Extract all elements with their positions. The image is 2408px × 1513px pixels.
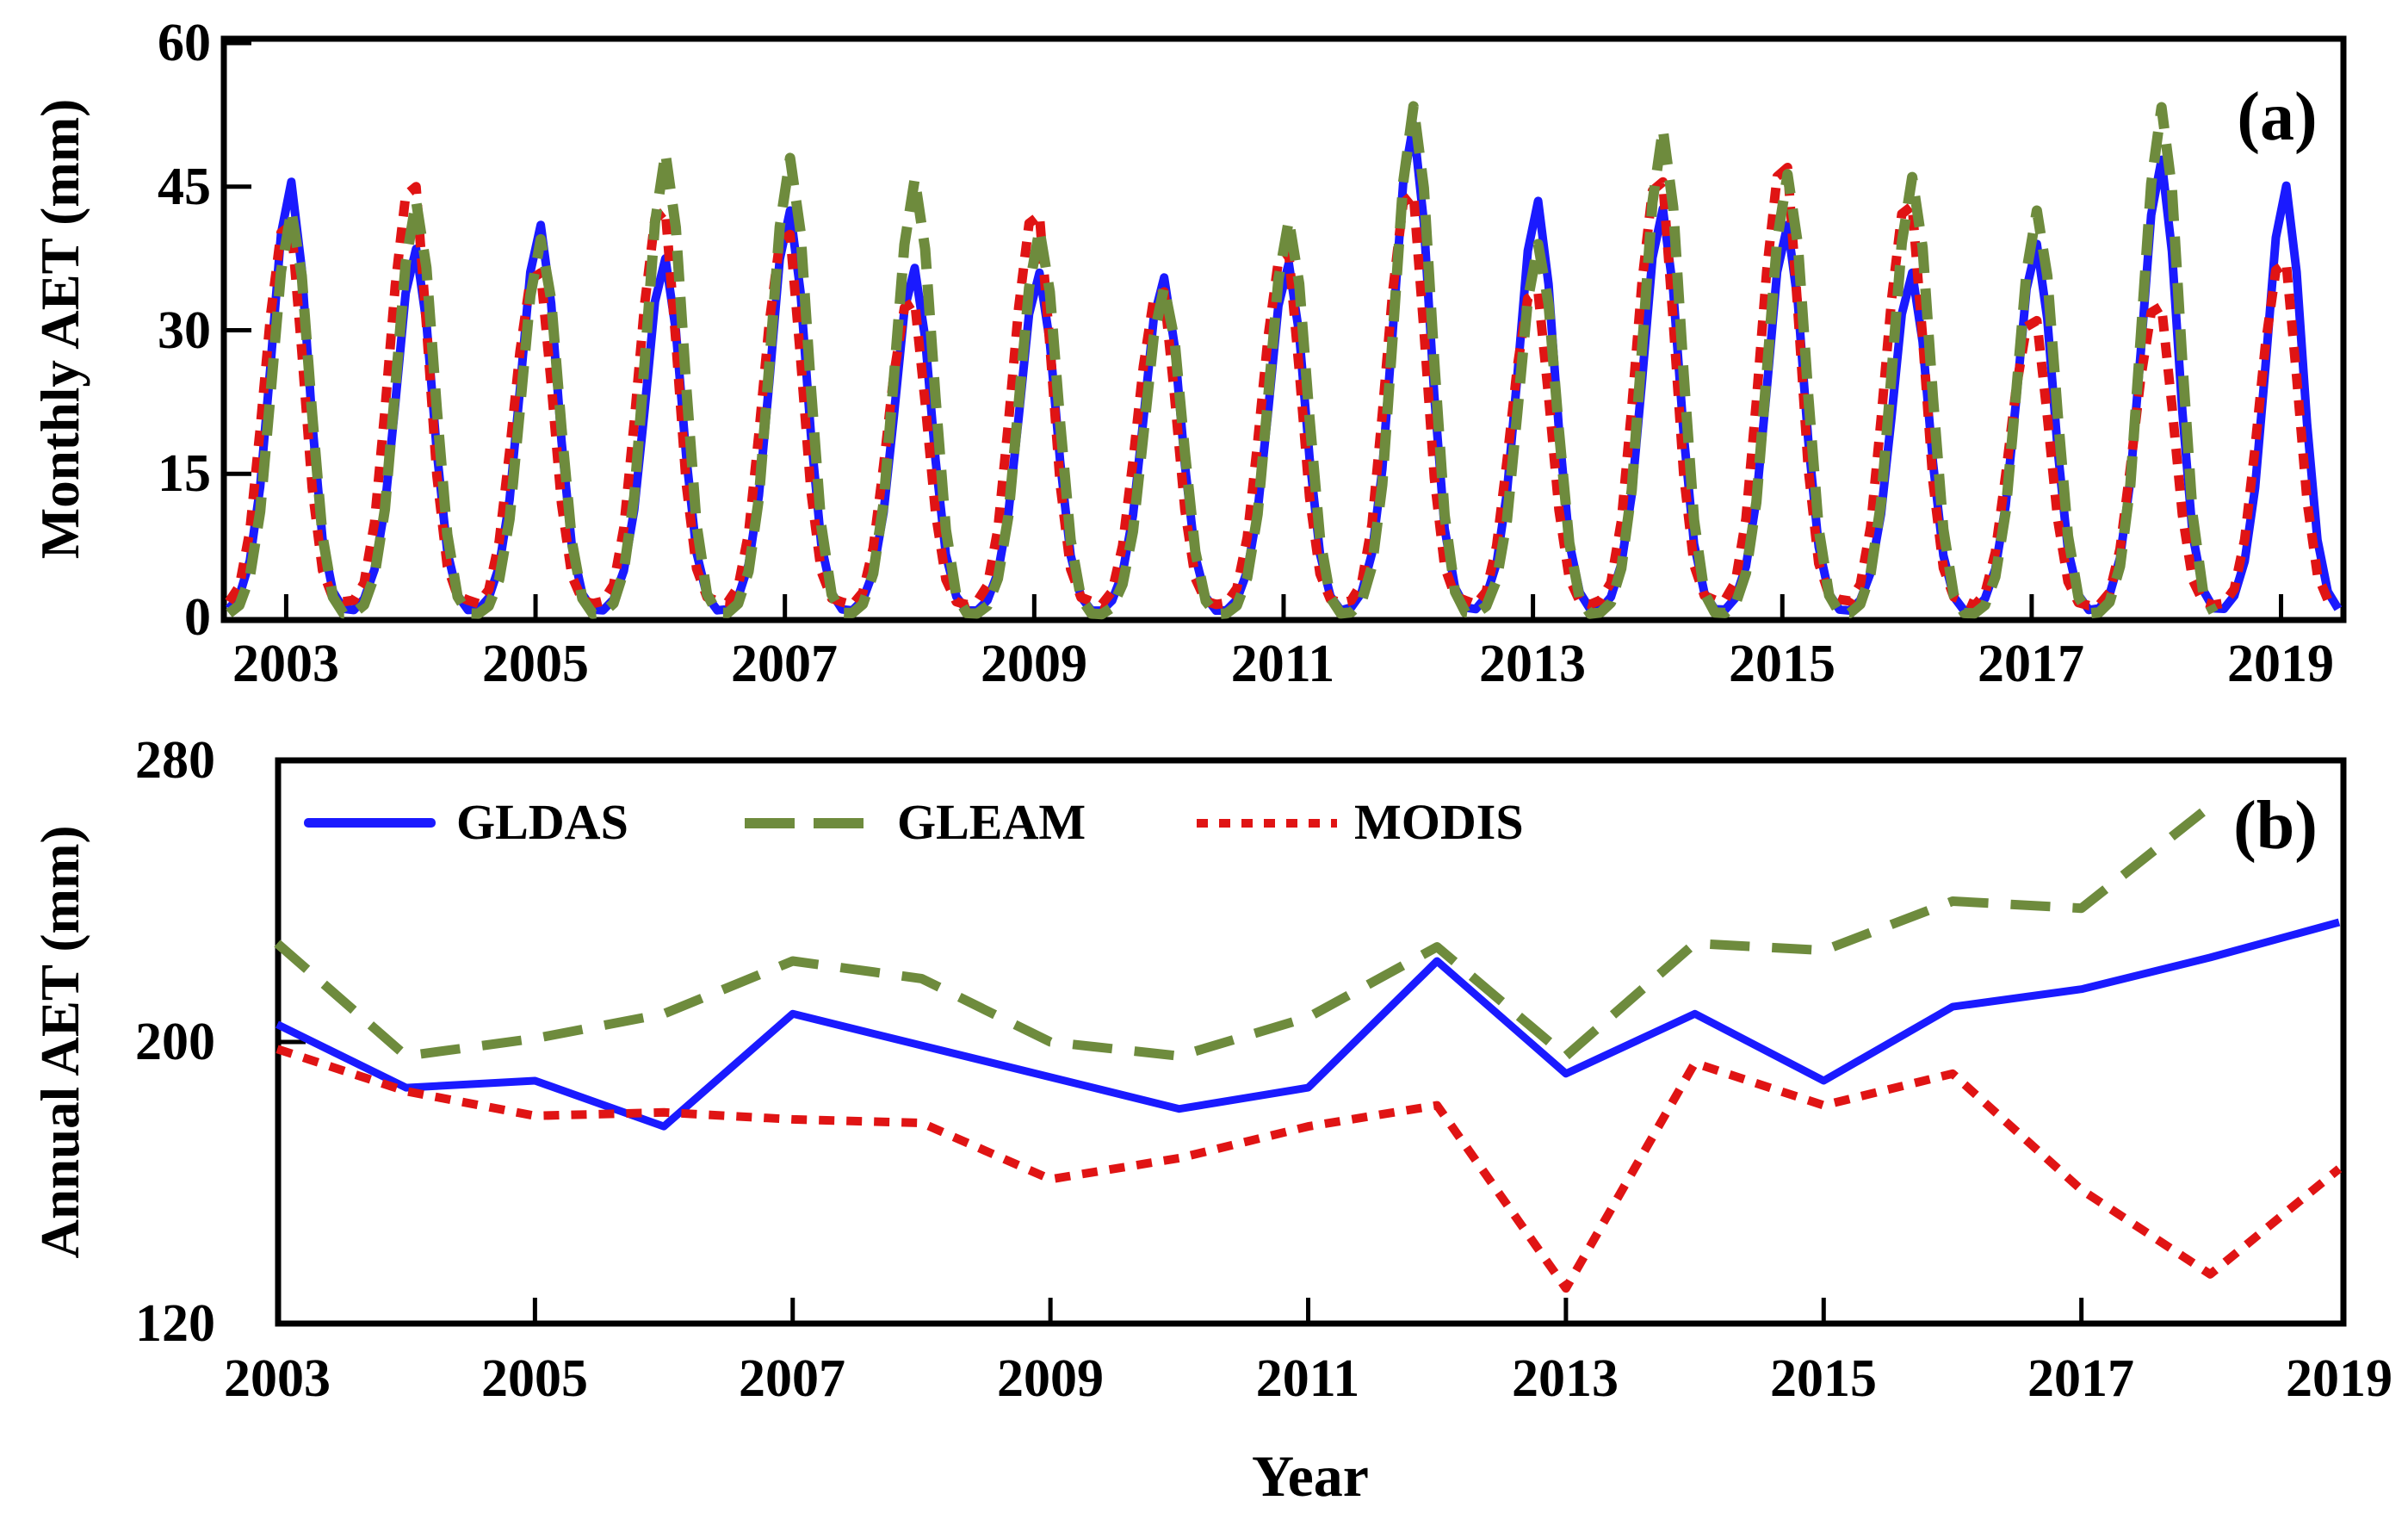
x-axis-title: Year	[1252, 1443, 1369, 1509]
a-xtick-2013: 2013	[1479, 635, 1586, 693]
a-xtick-2007: 2007	[731, 635, 838, 693]
legend-modis-label: MODIS	[1354, 794, 1524, 850]
gleam-monthly-line	[226, 101, 2219, 620]
a-xtick-2005: 2005	[482, 635, 589, 693]
legend-gleam-line-swatch	[745, 818, 865, 828]
b-xtick-2003: 2003	[224, 1349, 331, 1408]
panel-b-tag: (b)	[2233, 788, 2318, 864]
b-xtick-2007: 2007	[739, 1349, 845, 1408]
a-ytick-15: 15	[158, 444, 211, 503]
a-y-axis-title: Monthly AET (mm)	[30, 98, 90, 560]
b-xtick-2013: 2013	[1512, 1349, 1619, 1408]
a-ytick-0: 0	[184, 588, 211, 647]
b-y-axis-title: Annual AET (mm)	[30, 825, 90, 1259]
a-xtick-2003: 2003	[232, 635, 339, 693]
b-ytick-280: 280	[135, 731, 215, 790]
legend-modis-line-swatch	[1197, 819, 1337, 828]
b-ytick-200: 200	[135, 1013, 215, 1071]
legend-gldas-line-swatch	[304, 818, 436, 828]
b-ytick-120: 120	[135, 1294, 215, 1353]
a-xtick-2019: 2019	[2227, 635, 2334, 693]
a-ytick-30: 30	[158, 301, 211, 360]
panel-a-tag: (a)	[2237, 79, 2318, 155]
b-xtick-2005: 2005	[481, 1349, 588, 1408]
b-xtick-2019: 2019	[2286, 1349, 2393, 1408]
b-xtick-2015: 2015	[1770, 1349, 1877, 1408]
b-xtick-2017: 2017	[2027, 1349, 2134, 1408]
a-ytick-60: 60	[158, 14, 211, 72]
b-xtick-2011: 2011	[1255, 1349, 1360, 1408]
a-xtick-2017: 2017	[1978, 635, 2084, 693]
legend-gleam-label: GLEAM	[897, 794, 1086, 850]
modis-annual-line	[275, 1045, 2343, 1293]
gldas-annual-line	[275, 918, 2341, 1131]
a-ytick-45: 45	[158, 158, 211, 216]
a-xtick-2009: 2009	[981, 635, 1087, 693]
modis-monthly-line	[225, 163, 2340, 611]
a-xtick-2011: 2011	[1230, 635, 1335, 693]
legend-gldas-label: GLDAS	[456, 794, 628, 850]
a-xtick-2015: 2015	[1729, 635, 1835, 693]
b-xtick-2009: 2009	[997, 1349, 1104, 1408]
